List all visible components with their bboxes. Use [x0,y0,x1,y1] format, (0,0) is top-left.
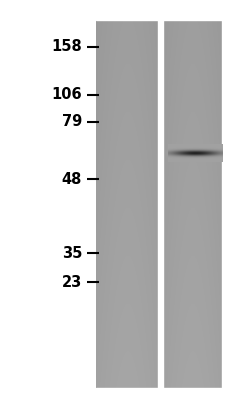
Text: 48: 48 [62,172,82,187]
Bar [158,20,162,388]
Text: 106: 106 [51,87,82,102]
Text: 158: 158 [51,40,82,54]
Text: 23: 23 [62,275,82,290]
Bar [95,388,227,400]
Bar [95,0,227,20]
Bar [221,20,227,388]
Text: 35: 35 [62,246,82,260]
Text: 79: 79 [62,114,82,129]
